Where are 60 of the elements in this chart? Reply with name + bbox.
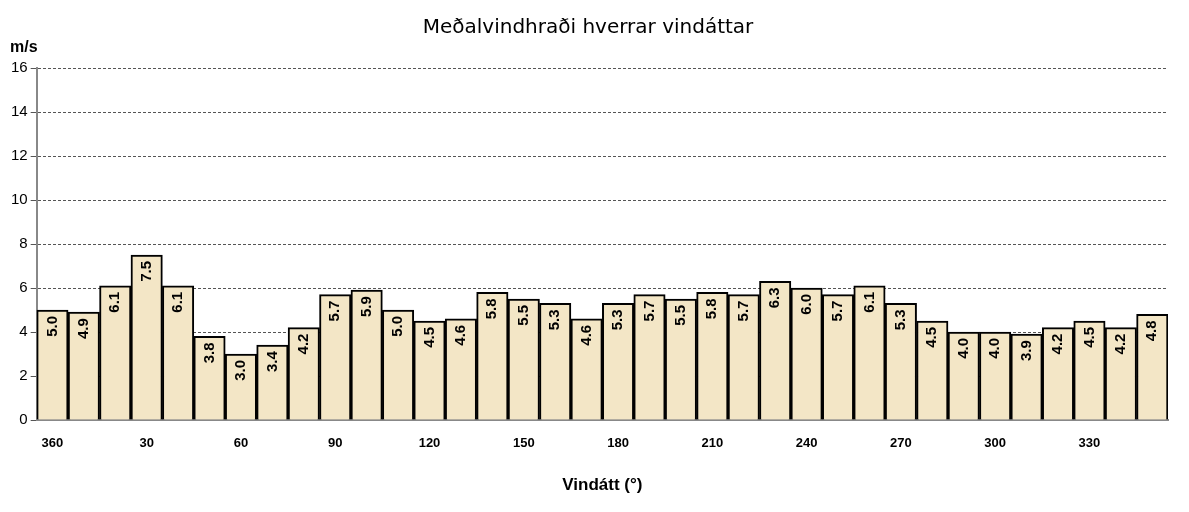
data-label: 4.0 bbox=[985, 338, 1003, 359]
y-tick-label: 8 bbox=[19, 234, 28, 252]
data-label: 5.0 bbox=[42, 316, 60, 337]
y-tick-label: 16 bbox=[11, 58, 28, 76]
data-label: 4.2 bbox=[293, 333, 311, 355]
data-label: 5.7 bbox=[639, 300, 657, 322]
data-label: 5.3 bbox=[545, 309, 563, 331]
x-tick-label: 180 bbox=[607, 435, 629, 451]
y-tick-label: 14 bbox=[11, 102, 28, 120]
x-tick-label: 150 bbox=[512, 435, 535, 451]
data-label: 5.7 bbox=[828, 300, 846, 322]
data-label: 7.5 bbox=[136, 261, 154, 282]
y-tick-label: 0 bbox=[19, 410, 28, 428]
data-label: 5.3 bbox=[891, 309, 909, 331]
x-tick-label: 120 bbox=[418, 435, 441, 451]
data-label: 5.8 bbox=[482, 298, 500, 320]
data-label: 5.9 bbox=[356, 296, 374, 318]
data-label: 4.8 bbox=[1142, 320, 1160, 342]
chart-title: Meðalvindhraði hverrar vindáttar bbox=[422, 14, 755, 39]
x-tick-label: 210 bbox=[701, 435, 724, 451]
x-tick-label: 360 bbox=[41, 435, 64, 451]
y-tick-label: 6 bbox=[19, 278, 28, 296]
data-label: 5.7 bbox=[325, 300, 343, 322]
data-label: 6.1 bbox=[105, 291, 123, 313]
data-label: 4.5 bbox=[419, 327, 437, 348]
data-label: 6.0 bbox=[796, 294, 814, 315]
y-tick-label: 4 bbox=[19, 322, 28, 340]
y-tick-label: 12 bbox=[11, 146, 28, 164]
x-tick-label: 330 bbox=[1078, 435, 1101, 451]
data-label: 6.1 bbox=[168, 291, 186, 313]
x-tick-label: 60 bbox=[233, 435, 249, 451]
x-axis-title: Vindátt (°) bbox=[562, 475, 643, 495]
data-label: 3.9 bbox=[1016, 340, 1034, 362]
x-tick-label: 90 bbox=[327, 435, 343, 451]
data-label: 5.3 bbox=[608, 309, 626, 331]
x-tick-label: 240 bbox=[795, 435, 818, 451]
data-label: 4.5 bbox=[1079, 327, 1097, 348]
y-tick-label: 2 bbox=[19, 366, 28, 384]
y-tick-label: 10 bbox=[11, 190, 28, 208]
data-label: 6.3 bbox=[765, 287, 783, 309]
data-label: 5.7 bbox=[733, 300, 751, 322]
data-label: 3.0 bbox=[231, 360, 249, 381]
data-label: 5.0 bbox=[388, 316, 406, 337]
data-label: 4.2 bbox=[1048, 333, 1066, 355]
data-label: 4.0 bbox=[953, 338, 971, 359]
data-label: 5.5 bbox=[671, 305, 689, 326]
data-label: 4.5 bbox=[922, 327, 940, 348]
data-label: 5.8 bbox=[702, 298, 720, 320]
x-tick-label: 30 bbox=[139, 435, 154, 451]
data-label: 4.6 bbox=[576, 324, 594, 346]
data-label: 6.1 bbox=[859, 291, 877, 313]
data-label: 3.4 bbox=[262, 350, 280, 373]
data-label: 5.5 bbox=[513, 305, 531, 326]
y-axis-title: m/s bbox=[10, 38, 38, 56]
data-label: 4.2 bbox=[1111, 333, 1128, 355]
data-label: 4.9 bbox=[73, 318, 91, 340]
data-label: 3.8 bbox=[199, 342, 217, 364]
x-tick-label: 270 bbox=[890, 435, 912, 451]
x-tick-label: 300 bbox=[984, 435, 1007, 451]
data-label: 4.6 bbox=[451, 324, 469, 346]
